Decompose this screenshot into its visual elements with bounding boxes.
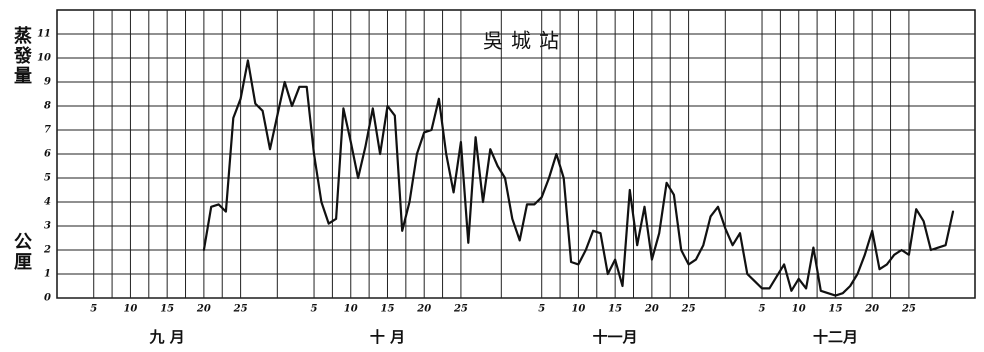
x-tick-label: 15 [160, 304, 174, 315]
y-tick-label: 3 [44, 221, 51, 232]
x-tick-label: 20 [644, 304, 659, 315]
y-tick-label: 2 [43, 245, 51, 256]
month-label: 十二月 [813, 328, 858, 346]
chart-title: 吳城站 [483, 29, 567, 53]
y-tick-label: 10 [37, 53, 51, 64]
y-tick-label: 0 [44, 293, 51, 304]
month-label: 九 月 [149, 328, 185, 346]
x-tick-label: 20 [416, 304, 431, 315]
y-axis-unit: 公厘 [11, 232, 32, 272]
x-tick-label: 20 [864, 304, 879, 315]
x-tick-label: 5 [538, 304, 545, 315]
y-axis-label: 蒸發量 [11, 26, 32, 86]
x-tick-label: 10 [792, 304, 806, 315]
y-tick-label: 4 [44, 197, 51, 208]
y-tick-label: 6 [44, 149, 51, 160]
x-tick-label: 10 [344, 304, 358, 315]
x-tick-label: 25 [901, 304, 916, 315]
x-tick-label: 5 [311, 304, 318, 315]
x-tick-label: 15 [829, 304, 843, 315]
x-tick-label: 5 [759, 304, 766, 315]
y-tick-label: 9 [44, 77, 51, 88]
x-tick-label: 10 [571, 304, 585, 315]
y-tick-label: 11 [37, 29, 51, 40]
y-tick-label: 5 [44, 173, 51, 184]
y-tick-label: 1 [44, 269, 51, 280]
x-tick-label: 5 [90, 304, 97, 315]
x-tick-label: 20 [196, 304, 211, 315]
x-tick-label: 10 [123, 304, 137, 315]
x-tick-label: 25 [681, 304, 696, 315]
y-tick-label: 8 [44, 101, 51, 112]
month-label: 十一月 [593, 328, 638, 346]
data-line [202, 59, 955, 297]
x-tick-label: 15 [381, 304, 395, 315]
x-tick-label: 25 [233, 304, 248, 315]
y-tick-label: 7 [44, 125, 51, 136]
month-label: 十 月 [370, 328, 405, 346]
x-tick-label: 15 [608, 304, 622, 315]
x-tick-label: 25 [453, 304, 468, 315]
